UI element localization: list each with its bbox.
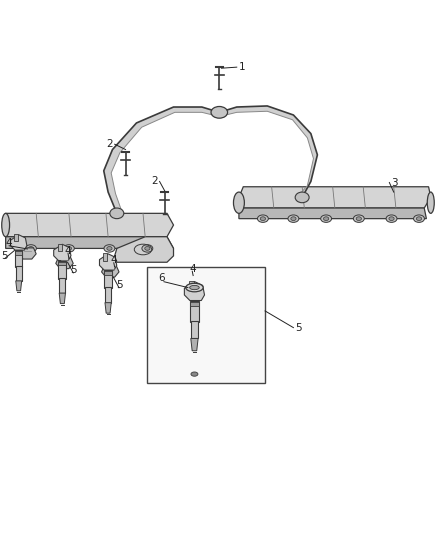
Ellipse shape (142, 245, 153, 252)
Bar (190, 302, 199, 306)
Bar (104, 270, 112, 288)
Ellipse shape (417, 217, 422, 221)
Bar (58, 261, 66, 279)
Polygon shape (239, 208, 427, 219)
Ellipse shape (66, 247, 71, 251)
Ellipse shape (211, 107, 228, 118)
Polygon shape (6, 213, 173, 237)
Text: 5: 5 (1, 251, 8, 261)
Text: 4: 4 (110, 255, 117, 265)
Ellipse shape (324, 217, 329, 221)
Polygon shape (239, 187, 431, 208)
Ellipse shape (28, 247, 34, 251)
Text: 5: 5 (116, 280, 122, 290)
Polygon shape (219, 106, 318, 197)
Ellipse shape (104, 245, 115, 252)
Polygon shape (59, 293, 65, 304)
Ellipse shape (295, 192, 309, 203)
Bar (105, 287, 111, 303)
Ellipse shape (145, 247, 150, 251)
Ellipse shape (2, 213, 10, 237)
Bar (190, 301, 199, 322)
Text: 5: 5 (296, 322, 302, 333)
Bar (15, 251, 22, 255)
Ellipse shape (110, 208, 124, 219)
Ellipse shape (190, 286, 199, 289)
Bar (147, 266, 265, 383)
Polygon shape (184, 281, 205, 301)
Ellipse shape (64, 245, 74, 252)
Polygon shape (102, 266, 119, 277)
Text: 6: 6 (158, 273, 165, 283)
Polygon shape (115, 237, 173, 262)
Ellipse shape (186, 284, 203, 292)
Text: 4: 4 (6, 238, 12, 248)
Polygon shape (19, 248, 36, 259)
Polygon shape (16, 281, 22, 291)
Text: 1: 1 (239, 62, 246, 72)
Polygon shape (54, 244, 71, 261)
Ellipse shape (291, 217, 296, 221)
Ellipse shape (427, 192, 434, 213)
Ellipse shape (356, 217, 361, 221)
Bar (58, 244, 62, 251)
Text: 4: 4 (65, 246, 71, 255)
Polygon shape (11, 235, 27, 250)
Bar (104, 271, 112, 275)
Bar (59, 278, 65, 293)
Ellipse shape (260, 217, 265, 221)
Ellipse shape (413, 215, 424, 222)
Ellipse shape (191, 372, 198, 376)
Polygon shape (180, 274, 198, 286)
Ellipse shape (258, 215, 268, 222)
Ellipse shape (389, 217, 394, 221)
Text: 5: 5 (70, 265, 77, 275)
Polygon shape (6, 237, 173, 248)
Ellipse shape (25, 245, 36, 252)
Polygon shape (104, 107, 219, 213)
Ellipse shape (386, 215, 397, 222)
Polygon shape (105, 303, 111, 313)
Bar (103, 253, 107, 261)
Bar (15, 250, 22, 267)
Ellipse shape (107, 247, 112, 251)
Bar (14, 235, 18, 241)
Polygon shape (191, 338, 198, 351)
Ellipse shape (353, 215, 364, 222)
Ellipse shape (233, 192, 244, 213)
Text: 3: 3 (392, 177, 398, 188)
Ellipse shape (321, 215, 332, 222)
Bar (58, 262, 66, 265)
Polygon shape (56, 257, 73, 269)
Bar (191, 321, 198, 338)
Text: 4: 4 (189, 264, 196, 273)
Ellipse shape (288, 215, 299, 222)
Bar (16, 266, 22, 281)
Polygon shape (99, 254, 117, 270)
Text: 2: 2 (106, 139, 113, 149)
Text: 2: 2 (151, 176, 157, 187)
Bar (189, 281, 194, 289)
